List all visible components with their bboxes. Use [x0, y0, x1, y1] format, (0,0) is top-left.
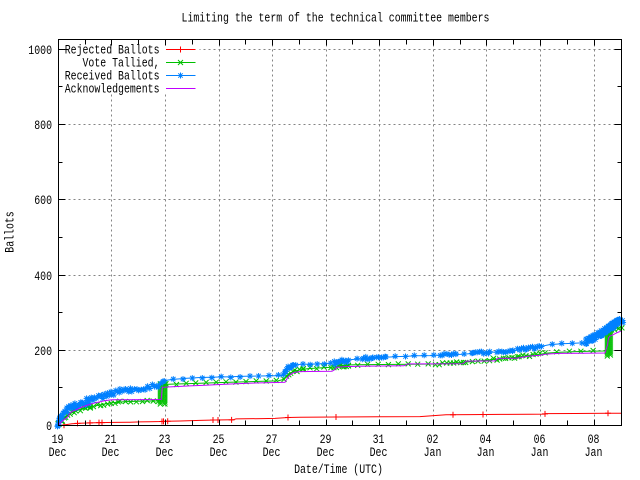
svg-text:Dec: Dec — [370, 446, 388, 461]
svg-text:Dec: Dec — [49, 446, 67, 461]
svg-text:Dec: Dec — [210, 446, 228, 461]
svg-text:06: 06 — [534, 433, 546, 448]
svg-text:Ballots: Ballots — [3, 211, 18, 252]
svg-text:Jan: Jan — [477, 446, 495, 461]
svg-text:Vote Tallied,: Vote Tallied, — [83, 56, 160, 71]
svg-text:200: 200 — [34, 345, 52, 360]
svg-text:600: 600 — [34, 194, 52, 209]
svg-text:0: 0 — [46, 420, 52, 435]
svg-text:29: 29 — [320, 433, 332, 448]
svg-text:400: 400 — [34, 270, 52, 285]
svg-text:Received Ballots: Received Ballots — [65, 69, 160, 84]
svg-text:25: 25 — [213, 433, 225, 448]
svg-text:04: 04 — [480, 433, 492, 448]
svg-text:21: 21 — [105, 433, 117, 448]
svg-text:Dec: Dec — [263, 446, 281, 461]
svg-text:Dec: Dec — [156, 446, 174, 461]
svg-text:31: 31 — [373, 433, 385, 448]
svg-text:08: 08 — [588, 433, 600, 448]
svg-text:19: 19 — [52, 433, 64, 448]
svg-text:Jan: Jan — [531, 446, 549, 461]
svg-text:27: 27 — [266, 433, 278, 448]
svg-text:Acknowledgements: Acknowledgements — [65, 82, 160, 97]
svg-text:1000: 1000 — [28, 44, 52, 59]
svg-text:800: 800 — [34, 119, 52, 134]
svg-text:Dec: Dec — [102, 446, 120, 461]
svg-text:23: 23 — [159, 433, 171, 448]
svg-text:02: 02 — [427, 433, 439, 448]
svg-text:Date/Time (UTC): Date/Time (UTC) — [294, 463, 383, 478]
svg-text:Limiting the term of the techn: Limiting the term of the technical commi… — [182, 11, 490, 26]
svg-text:Jan: Jan — [424, 446, 442, 461]
svg-text:Dec: Dec — [317, 446, 335, 461]
svg-text:Jan: Jan — [585, 446, 603, 461]
svg-text:Rejected Ballots: Rejected Ballots — [65, 43, 160, 58]
